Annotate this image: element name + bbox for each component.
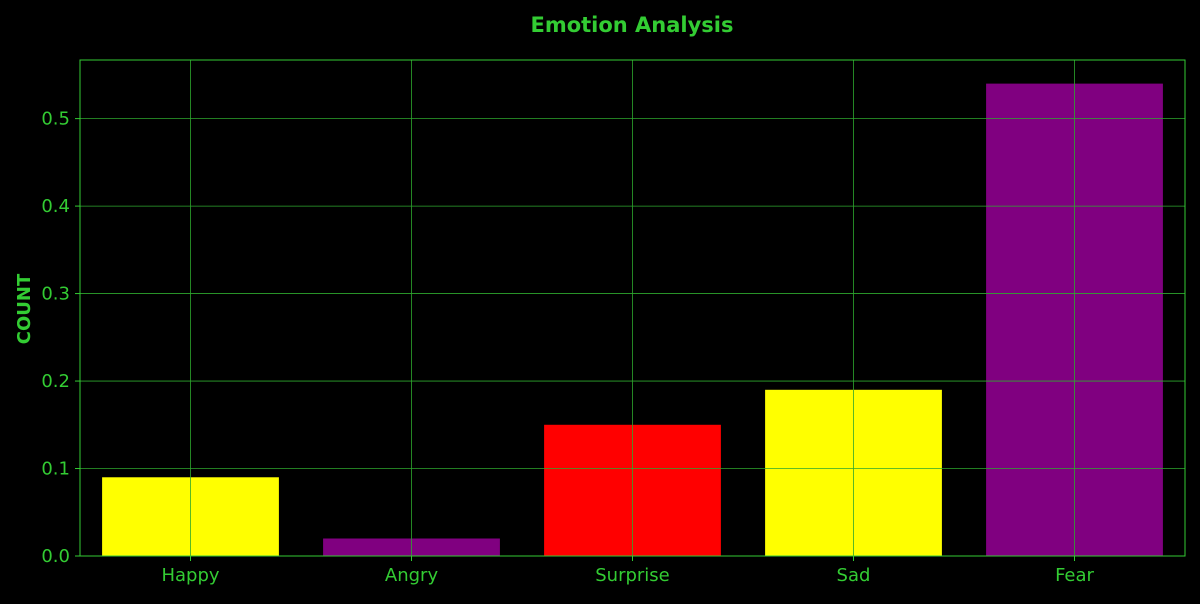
x-tick-label: Fear — [1055, 565, 1094, 586]
y-tick-label: 0.3 — [41, 284, 70, 305]
chart-title: Emotion Analysis — [530, 13, 733, 37]
x-tick-label: Sad — [837, 565, 871, 586]
y-tick-label: 0.4 — [41, 196, 70, 217]
y-tick-label: 0.1 — [41, 459, 70, 480]
y-tick-label: 0.0 — [41, 546, 70, 567]
y-axis-label: COUNT — [14, 273, 35, 344]
y-tick-label: 0.2 — [41, 371, 70, 392]
x-tick-label: Happy — [161, 565, 219, 586]
x-tick-label: Surprise — [595, 565, 670, 586]
ticks-layer: 0.0 0.1 0.2 0.3 0.4 0.5 Happy Angry Surprise Sad F… — [41, 109, 1094, 586]
x-tick-label: Angry — [385, 565, 439, 586]
y-tick-label: 0.5 — [41, 109, 70, 130]
